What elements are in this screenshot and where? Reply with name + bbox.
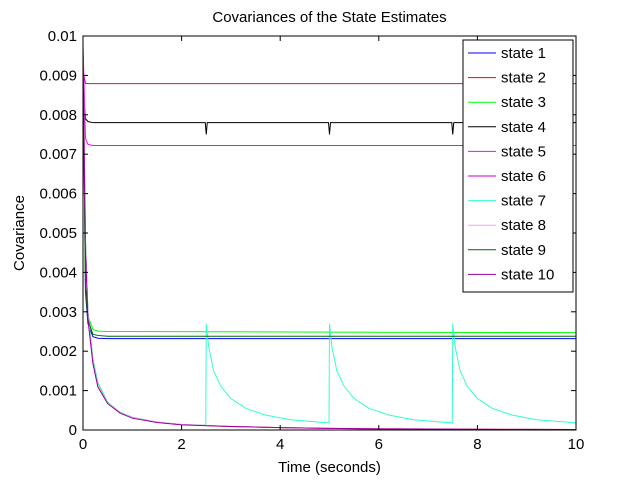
series-line-state-5 [82,43,576,147]
series-layer [82,43,577,431]
y-tick-label: 0 [69,422,77,439]
y-tick-label: 0.005 [39,225,77,242]
y-tick-label: 0.002 [39,343,77,360]
y-tick-label: 0.001 [39,383,77,400]
x-tick-label: 8 [473,436,481,453]
legend: state 1 state 2 state 3 state 4 state 5 state… [462,39,574,293]
legend-label: state 2 [501,70,546,87]
x-tick-label: 4 [276,436,284,453]
series-line-state-4 [82,91,576,135]
y-tick-label: 0.007 [39,146,77,163]
y-tick-label: 0.003 [39,304,77,321]
legend-label: state 1 [501,45,546,62]
y-tick-label: 0.008 [39,107,77,124]
x-tick-label: 10 [568,436,585,453]
x-axis-label: Time (seconds) [278,459,381,476]
y-axis-label: Covariance [11,195,28,271]
y-tick-label: 0.006 [39,186,77,203]
legend-label: state 10 [501,266,554,283]
series-line-state-9 [82,55,576,337]
x-tick-label: 6 [375,436,383,453]
legend-label: state 8 [501,217,546,234]
legend-label: state 9 [501,242,546,259]
chart-title: Covariances of the State Estimates [212,9,446,26]
legend-label: state 3 [501,94,546,111]
legend-label: state 6 [501,168,546,185]
y-tick-label: 0.01 [48,28,77,45]
x-tick-label: 0 [79,436,87,453]
series-line-state-10 [82,59,577,431]
axes-layer: 0 2 4 6 8 10 0 0.001 0.002 0.003 0.004 0.005 0.006 0.… [39,28,584,453]
series-line-state-6 [82,71,576,85]
legend-label: state 5 [501,143,546,160]
y-tick-label: 0.004 [39,264,77,281]
legend-label: state 4 [501,119,546,136]
x-tick-label: 2 [177,436,185,453]
y-tick-label: 0.009 [39,67,77,84]
legend-label: state 7 [501,193,546,210]
